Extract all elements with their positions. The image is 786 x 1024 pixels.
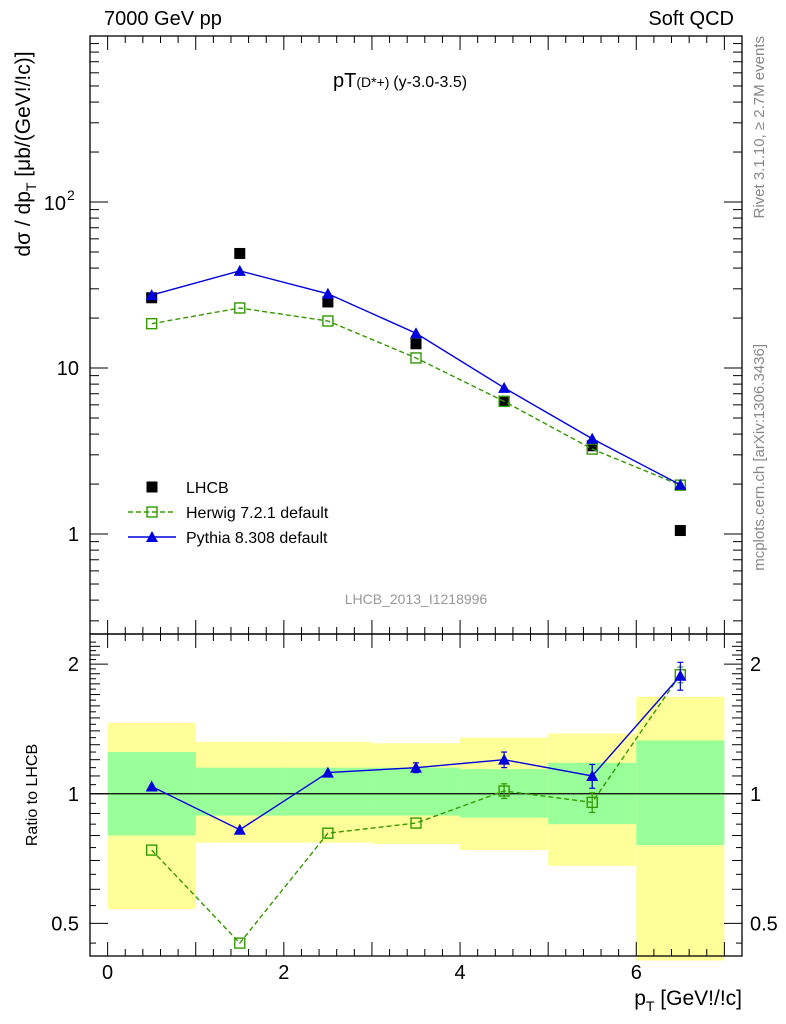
data-point <box>233 264 246 276</box>
ratio-point <box>586 769 599 781</box>
x-tick-label: 0 <box>102 962 113 984</box>
axis-ticks <box>90 36 742 956</box>
data-point <box>145 317 158 330</box>
ratio-point <box>674 669 687 681</box>
mcplots-label: mcplots.cern.ch [arXiv:1306.3436] <box>751 344 768 571</box>
y-axis-label-b: [μb/(GeV!/!c)] <box>12 51 35 182</box>
ratio-point <box>234 937 246 949</box>
legend-marker <box>146 506 158 518</box>
data-point <box>410 338 422 350</box>
y-tick-label-right: 1 <box>750 784 761 806</box>
chart-title-paren: (D*+) <box>356 74 393 90</box>
series-1 <box>145 302 687 491</box>
x-axis-label-a: p <box>634 987 646 1010</box>
ratio-point <box>498 785 510 797</box>
y-axis-label: dσ / dpT [μb/(GeV!/!c)] <box>12 51 39 256</box>
legend-item: Pythia 8.308 default <box>128 530 328 547</box>
ratio-point <box>145 780 158 792</box>
data-point <box>586 440 598 452</box>
band-stat <box>636 740 725 846</box>
chart-title-main: pT <box>333 70 356 92</box>
ratio-point <box>321 766 334 778</box>
y-tick-label-right: 0.5 <box>750 913 778 935</box>
ratio-point <box>586 796 598 809</box>
ratio-point <box>145 844 158 856</box>
data-point <box>145 289 158 301</box>
legend-marker <box>146 531 158 542</box>
data-point <box>410 352 422 364</box>
legend-label: LHCB <box>186 480 229 497</box>
legend-item: Herwig 7.2.1 default <box>128 505 329 522</box>
data-point <box>322 315 334 327</box>
legend-item: LHCB <box>146 480 229 497</box>
y-tick-label: 2 <box>68 654 79 676</box>
rivet-label: Rivet 3.1.10, ≥ 2.7M events <box>751 36 768 219</box>
data-point <box>586 443 598 455</box>
chart-title: pT(D*+) (y-3.0-3.5) <box>333 70 467 92</box>
category-label: Soft QCD <box>648 8 734 30</box>
series-line <box>151 307 681 486</box>
data-point <box>586 432 599 444</box>
legend-marker <box>146 481 158 493</box>
x-tick-label: 6 <box>631 962 642 984</box>
legend-label: Herwig 7.2.1 default <box>186 505 329 522</box>
data-point <box>498 395 510 408</box>
y-tick-label: 1 <box>68 784 79 806</box>
x-tick-label: 2 <box>278 962 289 984</box>
data-point <box>234 302 246 314</box>
ratio-point <box>322 827 334 839</box>
ratio-y-label: Ratio to LHCB <box>24 744 41 846</box>
ratio-point <box>233 823 246 835</box>
series-layer <box>145 247 687 949</box>
energy-label: 7000 GeV pp <box>104 8 222 30</box>
data-point <box>498 381 511 393</box>
legend: LHCB Herwig 7.2.1 default Pythia 8.308 def… <box>128 480 329 547</box>
data-point <box>234 247 246 259</box>
ratio-series-0 <box>145 666 687 949</box>
y-tick-label: 0.5 <box>51 913 79 935</box>
data-point <box>674 525 686 537</box>
data-point <box>410 327 422 339</box>
band-stat <box>195 767 284 816</box>
legend-label: Pythia 8.308 default <box>186 530 328 547</box>
data-point <box>674 478 687 490</box>
y-tick-label: 10 <box>57 358 79 380</box>
x-tick-label: 4 <box>454 962 465 984</box>
data-point <box>322 296 334 308</box>
ratio-point <box>498 753 511 765</box>
y-axis-label-a: dσ / dp <box>12 191 35 257</box>
ratio-series-1 <box>145 661 687 835</box>
y-axis-label-sub: T <box>23 182 39 191</box>
x-axis-label-sub: T <box>646 998 655 1014</box>
x-axis-label-b: [GeV!/!c] <box>654 987 742 1010</box>
y-tick-label-right: 2 <box>750 654 761 676</box>
band-stat <box>371 767 461 816</box>
x-axis-label: pT [GeV!/!c] <box>634 987 742 1014</box>
data-point <box>321 287 334 299</box>
ratio-point <box>410 817 422 829</box>
chart-title-rest: (y-3.0-3.5) <box>393 74 467 91</box>
frames <box>89 35 743 957</box>
y-tick-label: 1 <box>68 524 79 546</box>
analysis-id: LHCB_2013_I1218996 <box>345 591 488 607</box>
ratio-point <box>410 761 422 773</box>
ratio-frame <box>89 633 743 957</box>
y-tick-label-exponent: 2 <box>67 187 75 203</box>
y-tick-label: 10 <box>44 193 66 215</box>
series-2 <box>145 264 687 490</box>
